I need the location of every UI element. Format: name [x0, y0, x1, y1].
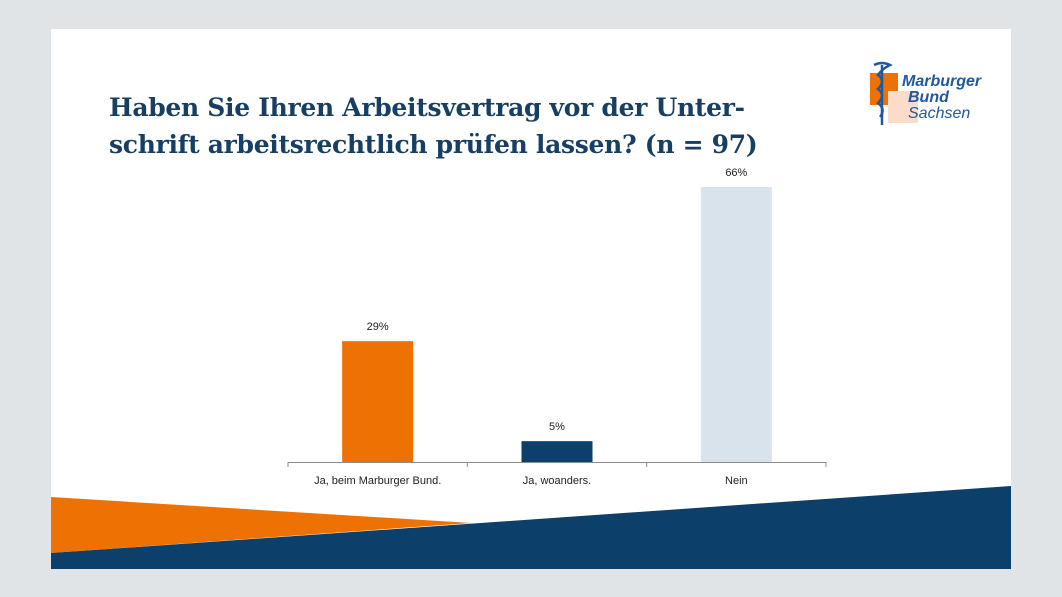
bar-1 [521, 441, 593, 462]
category-label-1: Ja, woanders. [523, 475, 591, 487]
data-label-0: 29% [367, 321, 389, 333]
logo-text-bund: Bund [908, 89, 949, 106]
logo: Marburger Bund Sachsen [866, 59, 996, 129]
category-label-0: Ja, beim Marburger Bund. [314, 475, 441, 487]
slide: Haben Sie Ihren Arbeitsvertrag vor der U… [51, 29, 1011, 569]
bar-2 [700, 187, 772, 462]
logo-text-marburger: Marburger [902, 73, 982, 90]
rod-of-asclepius-icon [870, 61, 918, 125]
bar-chart: 29% Ja, beim Marburger Bund. 5% Ja, woander… [287, 167, 827, 487]
title-line-2: schrift arbeitsrechtlich prüfen lassen? … [109, 130, 758, 159]
page-title: Haben Sie Ihren Arbeitsvertrag vor der U… [109, 89, 789, 163]
decorative-footer-shapes [51, 486, 1011, 569]
orange-footer-wedge [51, 497, 471, 553]
bar-0 [342, 341, 414, 462]
data-label-1: 5% [549, 421, 565, 433]
logo-text-sachsen: Sachsen [908, 105, 971, 122]
title-line-1: Haben Sie Ihren Arbeitsvertrag vor der U… [109, 93, 745, 122]
category-label-2: Nein [725, 475, 748, 487]
data-label-2: 66% [725, 167, 747, 179]
navy-footer-wedge [51, 486, 1011, 569]
